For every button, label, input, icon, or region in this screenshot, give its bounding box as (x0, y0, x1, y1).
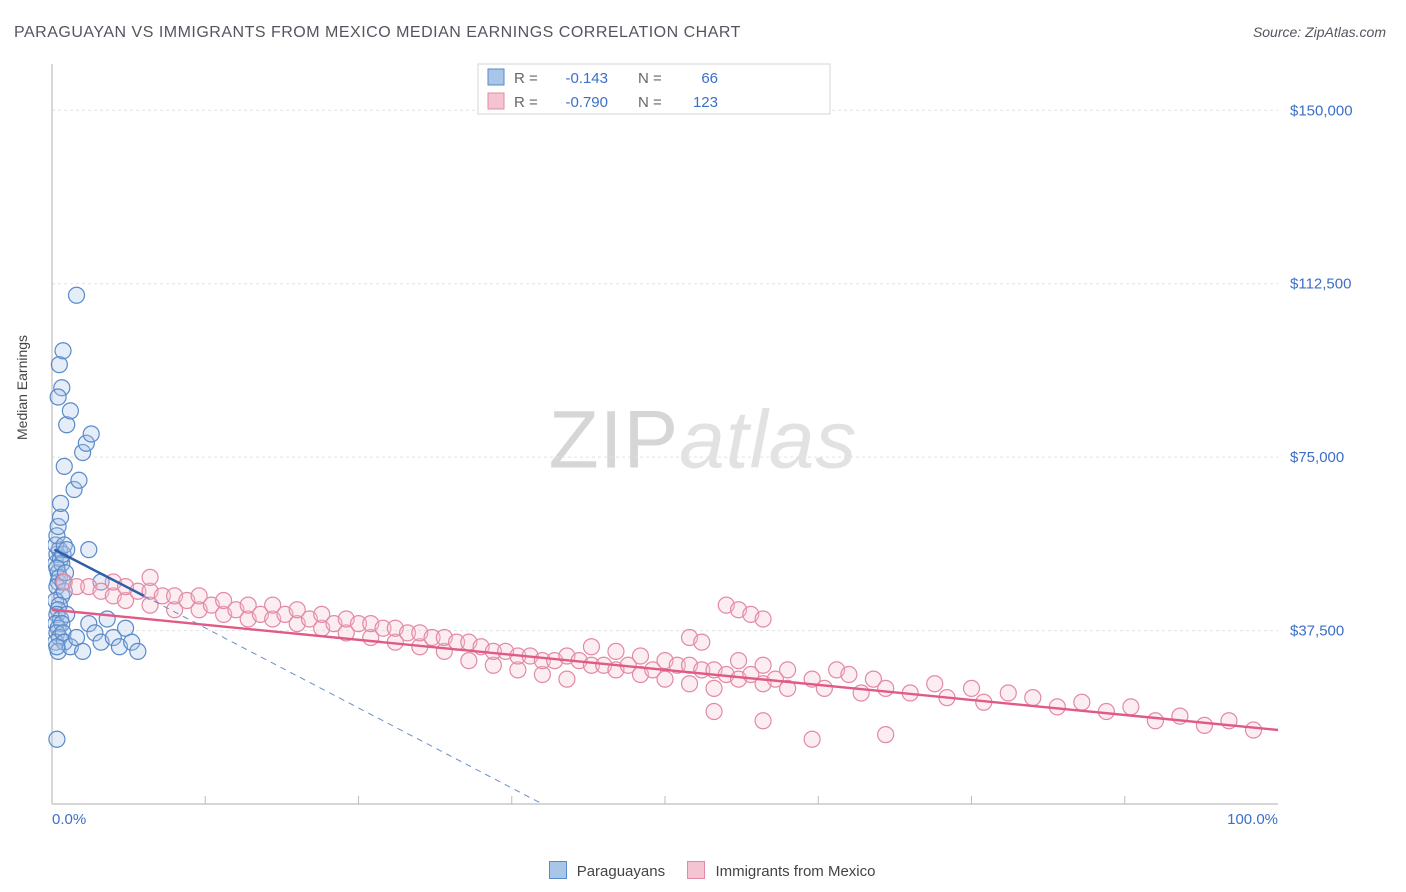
svg-text:N =: N = (638, 94, 662, 111)
svg-text:$112,500: $112,500 (1290, 276, 1351, 293)
scatter-chart: $37,500 $75,000 $112,500 $150,000 0.0% 100.0%… (48, 60, 1378, 830)
svg-text:R =: R = (514, 94, 538, 111)
bottom-legend: Paraguayans Immigrants from Mexico (0, 861, 1406, 880)
svg-text:-0.790: -0.790 (565, 94, 608, 111)
svg-text:$150,000: $150,000 (1290, 102, 1353, 119)
legend-swatch-paraguayans (549, 861, 567, 879)
svg-text:100.0%: 100.0% (1227, 811, 1278, 828)
svg-text:R =: R = (514, 70, 538, 87)
y-axis-label: Median Earnings (14, 335, 30, 440)
legend-label-paraguayans: Paraguayans (577, 863, 665, 880)
legend-label-mexico: Immigrants from Mexico (715, 863, 875, 880)
svg-text:-0.143: -0.143 (565, 70, 608, 87)
svg-text:66: 66 (701, 70, 718, 87)
svg-text:N =: N = (638, 70, 662, 87)
chart-title: PARAGUAYAN VS IMMIGRANTS FROM MEXICO MED… (14, 24, 741, 42)
svg-text:0.0%: 0.0% (52, 811, 86, 828)
svg-text:123: 123 (693, 94, 718, 111)
plot-area: $37,500 $75,000 $112,500 $150,000 0.0% 100.0%… (48, 60, 1378, 830)
source-label: Source: ZipAtlas.com (1253, 24, 1386, 40)
svg-text:$75,000: $75,000 (1290, 449, 1344, 466)
legend-swatch-mexico (687, 861, 705, 879)
svg-text:$37,500: $37,500 (1290, 623, 1344, 640)
